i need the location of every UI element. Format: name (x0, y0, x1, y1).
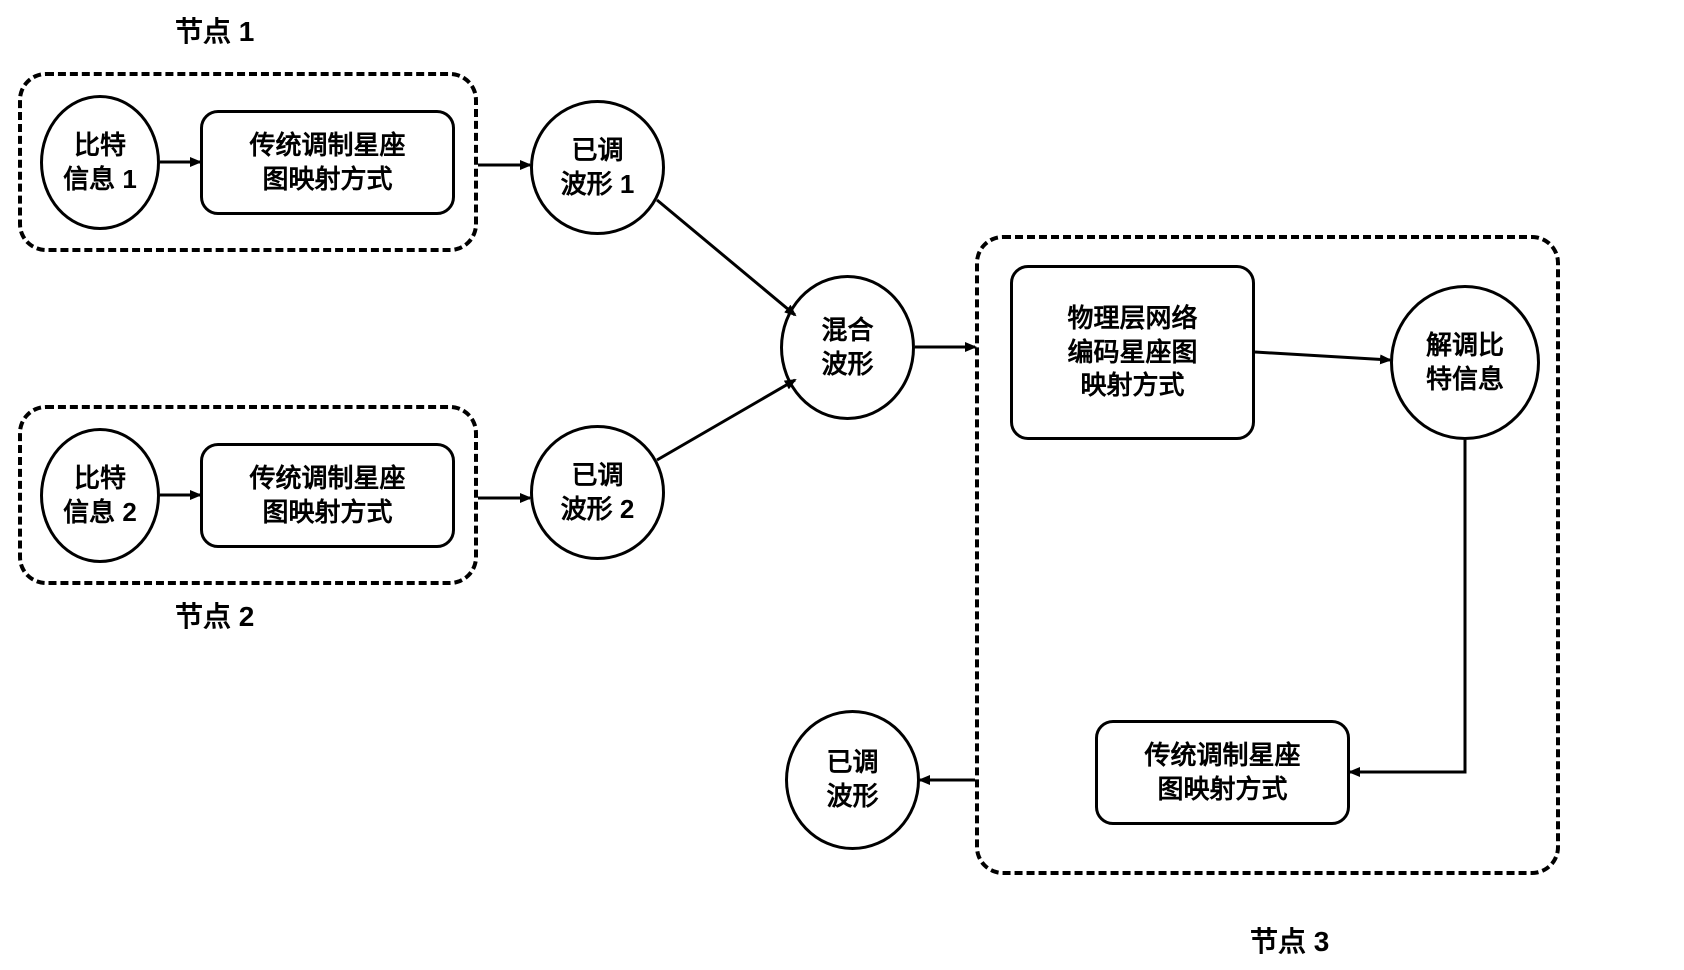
traditional-modulation-2-text: 传统调制星座图映射方式 (249, 462, 405, 530)
bit-info-2-text: 比特信息 2 (63, 462, 137, 530)
modulated-wave-2: 已调波形 2 (530, 425, 665, 560)
traditional-modulation-2: 传统调制星座图映射方式 (200, 443, 455, 548)
modulated-wave-1-text: 已调波形 1 (561, 134, 635, 202)
bit-info-2: 比特信息 2 (40, 428, 160, 563)
demod-bit-info-text: 解调比特信息 (1426, 329, 1504, 397)
physical-layer-coding-text: 物理层网络编码星座图映射方式 (1067, 302, 1197, 403)
node2-label: 节点 2 (175, 595, 254, 635)
arrow-wave2-to-mix (657, 380, 795, 460)
arrow-wave1-to-mix (657, 200, 795, 315)
traditional-modulation-1: 传统调制星座图映射方式 (200, 110, 455, 215)
output-modulated-wave: 已调波形 (785, 710, 920, 850)
traditional-modulation-1-text: 传统调制星座图映射方式 (249, 129, 405, 197)
mixed-wave: 混合波形 (780, 275, 915, 420)
physical-layer-coding: 物理层网络编码星座图映射方式 (1010, 265, 1255, 440)
mixed-wave-text: 混合波形 (821, 314, 873, 382)
traditional-modulation-3: 传统调制星座图映射方式 (1095, 720, 1350, 825)
demod-bit-info: 解调比特信息 (1390, 285, 1540, 440)
output-modulated-wave-text: 已调波形 (826, 746, 878, 814)
bit-info-1: 比特信息 1 (40, 95, 160, 230)
bit-info-1-text: 比特信息 1 (63, 129, 137, 197)
modulated-wave-2-text: 已调波形 2 (561, 459, 635, 527)
node3-label: 节点 3 (1250, 920, 1329, 960)
node1-label: 节点 1 (175, 10, 254, 50)
traditional-modulation-3-text: 传统调制星座图映射方式 (1144, 739, 1300, 807)
modulated-wave-1: 已调波形 1 (530, 100, 665, 235)
